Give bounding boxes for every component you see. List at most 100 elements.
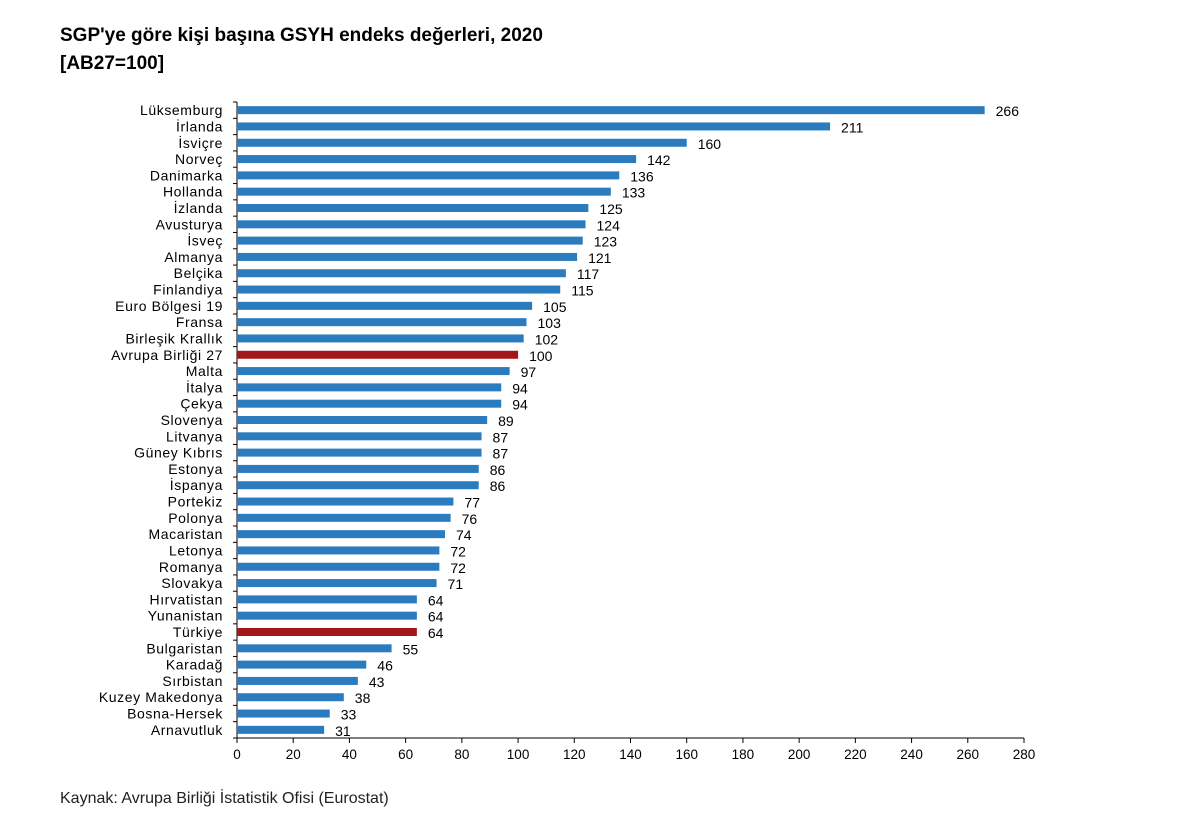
bar xyxy=(237,106,985,115)
value-label: 102 xyxy=(535,331,559,347)
value-label: 142 xyxy=(647,152,671,168)
category-label: Bulgaristan xyxy=(146,640,223,656)
value-label: 46 xyxy=(377,658,393,674)
category-label: İsveç xyxy=(187,232,223,249)
bar xyxy=(237,644,392,653)
value-label: 266 xyxy=(996,103,1020,119)
value-label: 72 xyxy=(450,560,466,576)
category-label: Finlandiya xyxy=(153,282,223,298)
x-tick-label: 260 xyxy=(957,747,980,762)
value-label: 76 xyxy=(462,511,478,527)
bar xyxy=(237,546,440,555)
bar xyxy=(237,660,367,669)
category-label: Hollanda xyxy=(163,184,223,200)
category-label: İzlanda xyxy=(174,199,223,216)
bar xyxy=(237,383,502,392)
value-label: 97 xyxy=(521,364,537,380)
category-label: Euro Bölgesi 19 xyxy=(115,298,223,314)
category-label: Romanya xyxy=(159,559,223,575)
x-tick-label: 240 xyxy=(900,747,923,762)
bar xyxy=(237,497,454,506)
value-label: 136 xyxy=(630,168,654,184)
value-label: 115 xyxy=(571,283,594,299)
category-label: Avrupa Birliği 27 xyxy=(111,347,223,363)
x-tick-label: 80 xyxy=(454,747,469,762)
value-label: 105 xyxy=(543,299,567,315)
category-label: Sırbistan xyxy=(162,673,223,689)
value-label: 94 xyxy=(512,397,528,413)
x-tick-label: 120 xyxy=(563,747,586,762)
value-label: 64 xyxy=(428,625,444,641)
value-label: 125 xyxy=(599,201,623,217)
category-label: İtalya xyxy=(186,378,223,395)
bar xyxy=(237,301,533,310)
value-label: 211 xyxy=(841,119,864,135)
category-label: Birleşik Krallık xyxy=(125,330,223,346)
bar-chart: 0 20 40 60 80 100 120 140 160 180 200 220 240 260 280 L… xyxy=(99,101,1036,762)
source-note: Kaynak: Avrupa Birliği İstatistik Ofisi … xyxy=(60,790,389,807)
bar xyxy=(237,693,344,702)
category-label: Letonya xyxy=(169,542,223,558)
category-label: Almanya xyxy=(164,249,223,265)
value-label: 87 xyxy=(493,429,509,445)
x-tick-label: 200 xyxy=(788,747,811,762)
category-label: Çekya xyxy=(180,396,223,412)
chart-title: SGP'ye göre kişi başına GSYH endeks değe… xyxy=(60,25,543,46)
category-label: Slovakya xyxy=(161,575,223,591)
value-label: 86 xyxy=(490,478,506,494)
x-tick-label: 0 xyxy=(233,747,241,762)
bar xyxy=(237,676,358,685)
value-label: 31 xyxy=(335,723,351,739)
value-label: 72 xyxy=(450,543,466,559)
category-label: Polonya xyxy=(168,510,223,526)
category-label: İspanya xyxy=(170,476,223,493)
category-label: Danimarka xyxy=(150,167,223,183)
bar xyxy=(237,628,417,636)
category-label: Hırvatistan xyxy=(149,591,223,607)
value-label: 74 xyxy=(456,527,472,543)
bar xyxy=(237,122,831,131)
x-tick-label: 280 xyxy=(1013,747,1036,762)
x-tick-label: 220 xyxy=(844,747,867,762)
category-label: Lüksemburg xyxy=(140,102,223,118)
category-label: Yunanistan xyxy=(148,608,223,624)
bar xyxy=(237,171,620,180)
category-label: Malta xyxy=(186,363,223,379)
x-tick-label: 140 xyxy=(619,747,642,762)
category-label: Karadağ xyxy=(166,657,223,673)
category-label: Türkiye xyxy=(173,624,223,640)
bar xyxy=(237,530,445,539)
bar xyxy=(237,416,488,424)
value-label: 64 xyxy=(428,609,444,625)
chart-subtitle: [AB27=100] xyxy=(60,53,165,74)
value-label: 71 xyxy=(448,576,464,592)
bar xyxy=(237,269,566,278)
bar xyxy=(237,138,687,147)
category-label: İsviçre xyxy=(178,134,223,151)
value-label: 86 xyxy=(490,462,506,478)
bar xyxy=(237,220,586,229)
value-label: 103 xyxy=(538,315,562,331)
x-tick-label: 60 xyxy=(398,747,413,762)
bar xyxy=(237,252,578,261)
value-label: 87 xyxy=(493,446,509,462)
bar xyxy=(237,513,451,522)
category-label: Norveç xyxy=(175,151,223,167)
value-label: 33 xyxy=(341,707,357,723)
bar xyxy=(237,367,510,376)
bar xyxy=(237,725,325,734)
category-label: Slovenya xyxy=(161,412,223,428)
bar xyxy=(237,204,589,212)
category-label: Litvanya xyxy=(166,428,223,444)
category-label: Macaristan xyxy=(149,526,223,542)
value-label: 89 xyxy=(498,413,514,429)
value-label: 43 xyxy=(369,674,385,690)
category-label: Belçika xyxy=(174,265,223,281)
category-label: Avusturya xyxy=(156,216,223,232)
bar xyxy=(237,285,561,294)
value-label: 55 xyxy=(403,641,419,657)
bar xyxy=(237,432,482,441)
category-label: Portekiz xyxy=(168,494,223,510)
category-label: Güney Kıbrıs xyxy=(134,445,223,461)
bar xyxy=(237,709,330,718)
